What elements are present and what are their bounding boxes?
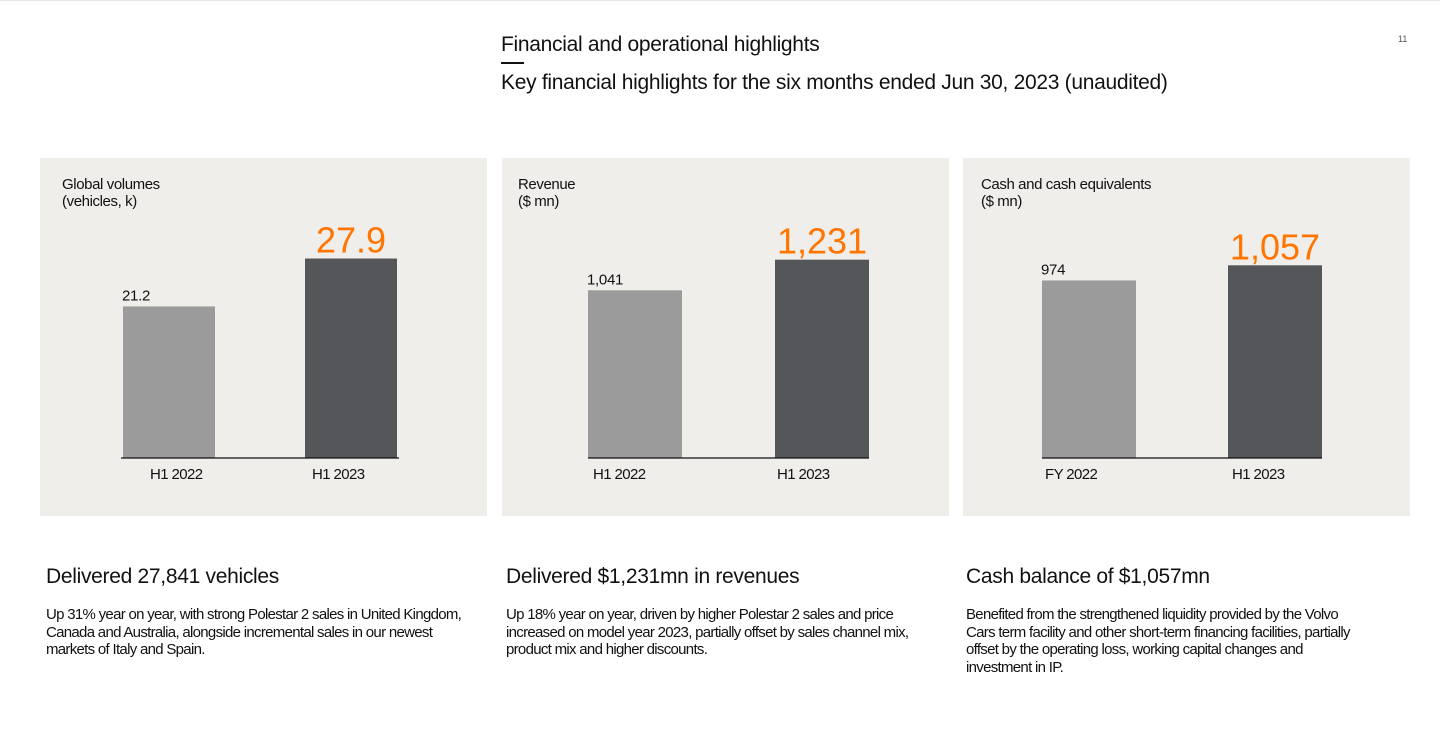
section-title: Financial and operational highlights	[501, 33, 820, 56]
category-label: H1 2023	[777, 466, 830, 483]
category-label: H1 2023	[312, 466, 365, 483]
bar-value-label: 1,057	[1230, 226, 1320, 267]
note-volumes: Delivered 27,841 vehicles Up 31% year on…	[46, 565, 466, 659]
category-label: H1 2022	[593, 466, 646, 483]
chart-title: Global volumes	[62, 176, 160, 193]
note-cash: Cash balance of $1,057mn Benefited from …	[966, 565, 1366, 676]
title-underline-dash	[501, 62, 524, 64]
note-body: Up 31% year on year, with strong Polesta…	[46, 606, 462, 658]
bar-1	[123, 306, 215, 458]
bar-1	[1042, 280, 1136, 458]
chart-label: Revenue ($ mn)	[518, 176, 576, 210]
bar-value-label: 974	[1041, 261, 1065, 278]
chart-title: Cash and cash equivalents	[981, 176, 1152, 193]
bar-1	[588, 290, 682, 458]
slide-header: Financial and operational highlights Key…	[501, 32, 1168, 113]
chart-unit: ($ mn)	[981, 193, 1022, 210]
cash-chart: 974 FY 2022 1,057 H1 2023	[1041, 226, 1322, 483]
bar-value-label: 1,231	[777, 221, 867, 262]
chart-unit: (vehicles, k)	[62, 193, 137, 210]
top-rule	[0, 0, 1440, 1]
chart-label: Global volumes (vehicles, k)	[62, 176, 160, 210]
revenue-chart: 1,041 H1 2022 1,231 H1 2023	[587, 221, 869, 483]
slide-subtitle: Key financial highlights for the six mon…	[501, 71, 1168, 94]
note-revenue: Delivered $1,231mn in revenues Up 18% ye…	[506, 565, 926, 659]
note-heading: Cash balance of $1,057mn	[966, 565, 1210, 588]
note-heading: Delivered $1,231mn in revenues	[506, 565, 800, 588]
bar-value-label: 21.2	[122, 287, 150, 304]
global-volumes-chart: 21.2 H1 2022 27.9 H1 2023	[121, 220, 399, 483]
bar-2	[305, 258, 397, 458]
category-label: H1 2023	[1232, 466, 1285, 483]
chart-unit: ($ mn)	[518, 193, 559, 210]
bar-value-label: 1,041	[587, 271, 623, 288]
chart-panel-cash: 974 FY 2022 1,057 H1 2023 Cash and cash equ…	[963, 158, 1410, 516]
bar-value-label: 27.9	[316, 220, 386, 261]
note-heading: Delivered 27,841 vehicles	[46, 565, 279, 588]
category-label: FY 2022	[1045, 466, 1097, 483]
category-label: H1 2022	[150, 466, 203, 483]
bar-2	[775, 259, 869, 458]
chart-panel-revenue: 1,041 H1 2022 1,231 H1 2023 Revenue ($ mn)	[502, 158, 949, 516]
chart-panel-global-volumes: 21.2 H1 2022 27.9 H1 2023 Global volumes (v…	[40, 158, 487, 516]
chart-title: Revenue	[518, 176, 576, 193]
bar-2	[1228, 265, 1322, 458]
chart-label: Cash and cash equivalents ($ mn)	[981, 176, 1152, 210]
note-body: Benefited from the strengthened liquidit…	[966, 606, 1350, 676]
note-body: Up 18% year on year, driven by higher Po…	[506, 606, 909, 658]
page-number: 11	[1398, 34, 1408, 44]
